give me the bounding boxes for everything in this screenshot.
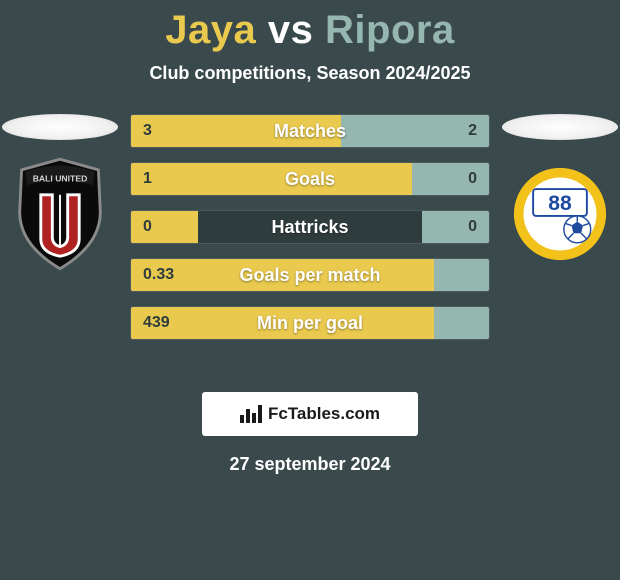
right-side: 88 <box>500 114 620 274</box>
branding-badge: FcTables.com <box>202 392 418 436</box>
stat-right-value <box>434 307 489 339</box>
badge-icon: 88 <box>512 166 608 262</box>
stat-left-value: 1 <box>131 163 412 195</box>
page-title: Jaya vs Ripora <box>0 8 620 53</box>
team2-crest: 88 <box>512 154 608 274</box>
team1-banner-text: BALI UNITED <box>33 173 88 183</box>
team2-number: 88 <box>548 192 572 215</box>
stat-bar: 32Matches <box>130 114 490 148</box>
stat-bar: 10Goals <box>130 162 490 196</box>
stat-right-value: 2 <box>341 115 489 147</box>
stat-right-value: 0 <box>422 211 489 243</box>
branding-text: FcTables.com <box>268 404 380 424</box>
stat-left-value: 0.33 <box>131 259 434 291</box>
stat-bar: 0.33Goals per match <box>130 258 490 292</box>
date-label: 27 september 2024 <box>0 454 620 475</box>
versus-label: vs <box>268 8 314 52</box>
player1-photo-placeholder <box>2 114 118 140</box>
main-panel: BALI UNITED 88 <box>0 114 620 374</box>
player2-name: Ripora <box>325 8 455 52</box>
stat-left-value: 439 <box>131 307 434 339</box>
team1-crest: BALI UNITED <box>12 154 108 274</box>
stat-right-value: 0 <box>412 163 489 195</box>
shield-icon: BALI UNITED <box>12 155 108 273</box>
player1-name: Jaya <box>165 8 256 52</box>
stat-left-value: 3 <box>131 115 341 147</box>
subtitle: Club competitions, Season 2024/2025 <box>0 63 620 84</box>
infographic-container: Jaya vs Ripora Club competitions, Season… <box>0 8 620 580</box>
player2-photo-placeholder <box>502 114 618 140</box>
stat-right-value <box>434 259 489 291</box>
stat-bar: 00Hattricks <box>130 210 490 244</box>
stat-left-value: 0 <box>131 211 198 243</box>
bar-chart-icon <box>240 405 262 423</box>
stat-bar: 439Min per goal <box>130 306 490 340</box>
left-side: BALI UNITED <box>0 114 120 274</box>
stat-bars: 32Matches10Goals00Hattricks0.33Goals per… <box>130 114 490 354</box>
